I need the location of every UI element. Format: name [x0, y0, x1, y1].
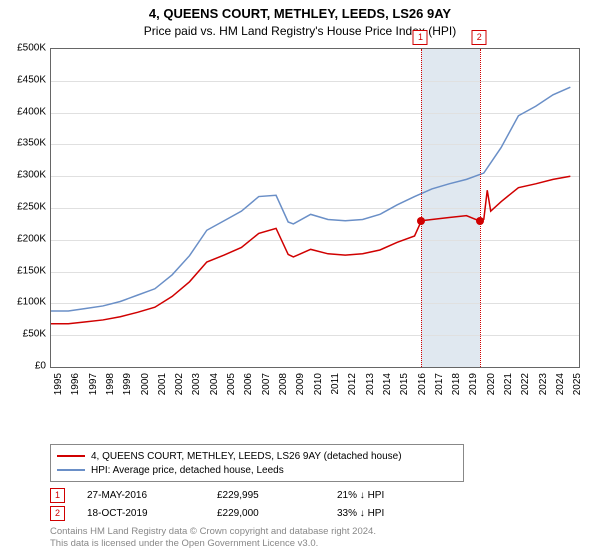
x-axis-label: 2023: [538, 373, 549, 395]
sale-event-marker: 2: [50, 506, 65, 521]
sale-dot: [417, 217, 425, 225]
y-axis-label: £50K: [23, 329, 46, 340]
y-axis-label: £100K: [17, 297, 46, 308]
plot-region: [50, 48, 580, 368]
legend-label: HPI: Average price, detached house, Leed…: [91, 465, 284, 476]
x-axis-label: 2002: [174, 373, 185, 395]
y-axis-label: £350K: [17, 138, 46, 149]
y-axis-label: £300K: [17, 170, 46, 181]
x-axis-label: 2016: [417, 373, 428, 395]
series-line-hpi: [51, 87, 570, 311]
x-axis-label: 2019: [468, 373, 479, 395]
legend-label: 4, QUEENS COURT, METHLEY, LEEDS, LS26 9A…: [91, 451, 402, 462]
footer-line: This data is licensed under the Open Gov…: [50, 538, 376, 550]
chart-subtitle: Price paid vs. HM Land Registry's House …: [0, 21, 600, 38]
sale-indicator-line: [421, 49, 422, 367]
chart-title: 4, QUEENS COURT, METHLEY, LEEDS, LS26 9A…: [0, 0, 600, 21]
sale-event-delta: 33% ↓ HPI: [337, 508, 384, 519]
x-axis-label: 2005: [226, 373, 237, 395]
y-axis-label: £400K: [17, 106, 46, 117]
sale-marker-box: 1: [413, 30, 428, 45]
x-axis-label: 2007: [261, 373, 272, 395]
sale-event-marker: 1: [50, 488, 65, 503]
sale-event-price: £229,995: [217, 490, 337, 501]
legend-swatch: [57, 469, 85, 471]
series-svg: [51, 49, 579, 367]
x-axis-label: 2017: [434, 373, 445, 395]
x-axis-label: 2021: [503, 373, 514, 395]
y-axis-label: £450K: [17, 74, 46, 85]
x-axis-label: 2008: [278, 373, 289, 395]
chart-container: 4, QUEENS COURT, METHLEY, LEEDS, LS26 9A…: [0, 0, 600, 560]
legend-item-property: 4, QUEENS COURT, METHLEY, LEEDS, LS26 9A…: [57, 449, 457, 463]
x-axis-label: 2009: [295, 373, 306, 395]
y-axis-label: £500K: [17, 43, 46, 54]
x-axis-label: 2003: [191, 373, 202, 395]
series-line-property: [51, 176, 570, 324]
sale-event-delta: 21% ↓ HPI: [337, 490, 384, 501]
x-axis-label: 2010: [313, 373, 324, 395]
x-axis-label: 1999: [122, 373, 133, 395]
footer-line: Contains HM Land Registry data © Crown c…: [50, 526, 376, 538]
x-axis-label: 2018: [451, 373, 462, 395]
x-axis-label: 2024: [555, 373, 566, 395]
sale-event-date: 18-OCT-2019: [87, 508, 217, 519]
sale-indicator-line: [480, 49, 481, 367]
x-axis-label: 2022: [520, 373, 531, 395]
sale-event-row: 1 27-MAY-2016 £229,995 21% ↓ HPI: [50, 486, 384, 504]
sale-event-date: 27-MAY-2016: [87, 490, 217, 501]
sale-events: 1 27-MAY-2016 £229,995 21% ↓ HPI 2 18-OC…: [50, 486, 384, 522]
sale-event-row: 2 18-OCT-2019 £229,000 33% ↓ HPI: [50, 504, 384, 522]
x-axis-label: 1996: [70, 373, 81, 395]
legend-swatch: [57, 455, 85, 457]
x-axis-label: 1997: [88, 373, 99, 395]
x-axis-label: 1995: [53, 373, 64, 395]
x-axis-label: 2001: [157, 373, 168, 395]
x-axis-label: 2020: [486, 373, 497, 395]
y-axis-label: £200K: [17, 233, 46, 244]
y-axis-label: £250K: [17, 202, 46, 213]
x-axis-label: 2012: [347, 373, 358, 395]
footer-attribution: Contains HM Land Registry data © Crown c…: [50, 526, 376, 551]
x-axis-label: 2013: [365, 373, 376, 395]
x-axis-label: 2000: [140, 373, 151, 395]
sale-marker-box: 2: [472, 30, 487, 45]
chart-area: £0£50K£100K£150K£200K£250K£300K£350K£400…: [50, 48, 580, 398]
legend: 4, QUEENS COURT, METHLEY, LEEDS, LS26 9A…: [50, 444, 464, 482]
x-axis-label: 2025: [572, 373, 583, 395]
x-axis-label: 2011: [330, 373, 341, 395]
legend-item-hpi: HPI: Average price, detached house, Leed…: [57, 463, 457, 477]
x-axis-label: 2004: [209, 373, 220, 395]
y-axis-label: £150K: [17, 265, 46, 276]
x-axis-label: 1998: [105, 373, 116, 395]
x-axis-label: 2014: [382, 373, 393, 395]
x-axis-label: 2015: [399, 373, 410, 395]
sale-dot: [476, 217, 484, 225]
x-axis-label: 2006: [243, 373, 254, 395]
y-axis-label: £0: [35, 361, 46, 372]
sale-event-price: £229,000: [217, 508, 337, 519]
